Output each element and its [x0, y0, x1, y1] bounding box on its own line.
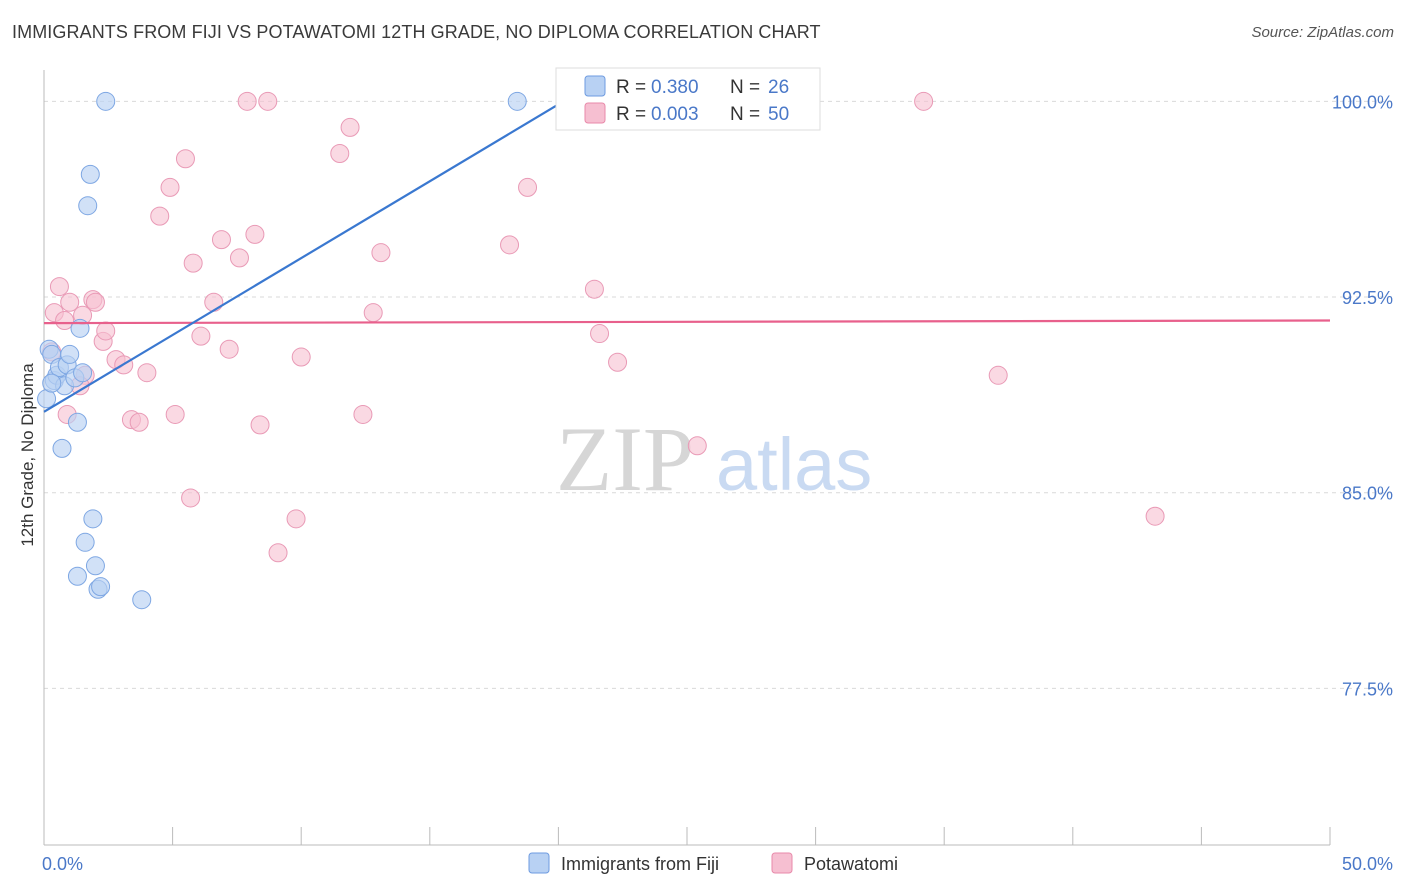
- fiji-legend-swatch: [584, 75, 606, 97]
- potawatomi-point: [1145, 506, 1165, 526]
- potawatomi-point: [258, 91, 278, 111]
- trend-lines: [43, 100, 1331, 413]
- potawatomi-n-value: 50: [768, 104, 789, 125]
- series-legend: Immigrants from Fiji Potawatomi: [528, 852, 898, 874]
- fiji-bottom-swatch: [528, 852, 550, 874]
- potawatomi-point: [165, 404, 185, 424]
- fiji-point: [75, 532, 95, 552]
- potawatomi-point: [286, 509, 306, 529]
- potawatomi-point: [219, 339, 239, 359]
- fiji-point: [96, 91, 116, 111]
- potawatomi-point: [590, 324, 610, 344]
- potawatomi-bottom-swatch: [771, 852, 793, 874]
- potawatomi-point: [518, 177, 538, 197]
- potawatomi-point: [371, 243, 391, 263]
- potawatomi-point: [353, 404, 373, 424]
- potawatomi-trend-line: [43, 319, 1331, 325]
- watermark: ZIP atlas: [556, 408, 872, 510]
- x-tick-label: 0.0%: [42, 854, 83, 874]
- potawatomi-r-label: R =: [616, 104, 646, 125]
- potawatomi-point: [204, 292, 224, 312]
- potawatomi-point: [96, 321, 116, 341]
- potawatomi-legend-swatch: [584, 102, 606, 124]
- potawatomi-point: [55, 311, 75, 331]
- potawatomi-r-value: 0.003: [651, 104, 699, 125]
- potawatomi-point: [340, 117, 360, 137]
- fiji-point: [67, 412, 87, 432]
- fiji-n-label: N =: [730, 77, 760, 98]
- potawatomi-legend-label: Potawatomi: [804, 854, 898, 874]
- axes: [43, 70, 1331, 846]
- y-tick-label: 100.0%: [1332, 92, 1393, 112]
- fiji-r-label: R =: [616, 77, 646, 98]
- potawatomi-n-label: N =: [730, 104, 760, 125]
- potawatomi-point: [181, 488, 201, 508]
- potawatomi-point: [237, 91, 257, 111]
- fiji-point: [52, 438, 72, 458]
- fiji-point: [73, 363, 93, 383]
- potawatomi-point: [584, 279, 604, 299]
- potawatomi-point: [363, 303, 383, 323]
- chart-title: IMMIGRANTS FROM FIJI VS POTAWATOMI 12TH …: [12, 22, 821, 42]
- fiji-point: [67, 566, 87, 586]
- stats-legend: R = 0.380 N = 26 R = 0.003 N = 50: [555, 67, 821, 131]
- potawatomi-point: [914, 91, 934, 111]
- potawatomi-point: [85, 292, 105, 312]
- watermark-atlas: atlas: [716, 423, 872, 506]
- y-tick-label: 85.0%: [1342, 484, 1393, 504]
- potawatomi-point: [268, 543, 288, 563]
- potawatomi-point: [191, 326, 211, 346]
- fiji-point: [78, 196, 98, 216]
- potawatomi-point: [49, 277, 69, 297]
- source-label: Source: ZipAtlas.com: [1251, 24, 1394, 41]
- potawatomi-point: [175, 149, 195, 169]
- watermark-zip: ZIP: [556, 408, 694, 510]
- potawatomi-point: [211, 230, 231, 250]
- potawatomi-point: [500, 235, 520, 255]
- fiji-point: [132, 590, 152, 610]
- potawatomi-point: [608, 352, 628, 372]
- potawatomi-point: [330, 144, 350, 164]
- potawatomi-point: [129, 412, 149, 432]
- potawatomi-point: [150, 206, 170, 226]
- fiji-trend-line: [43, 100, 565, 413]
- fiji-point: [60, 344, 80, 364]
- fiji-r-value: 0.380: [651, 77, 699, 98]
- fiji-point: [91, 577, 111, 597]
- potawatomi-point: [160, 177, 180, 197]
- potawatomi-point: [229, 248, 249, 268]
- potawatomi-point: [245, 224, 265, 244]
- potawatomi-point: [137, 363, 157, 383]
- fiji-point: [42, 373, 62, 393]
- fiji-points: [37, 91, 527, 610]
- potawatomi-point: [183, 253, 203, 273]
- potawatomi-point: [291, 347, 311, 367]
- fiji-point: [507, 91, 527, 111]
- potawatomi-point: [250, 415, 270, 435]
- fiji-legend-label: Immigrants from Fiji: [561, 854, 719, 874]
- fiji-point: [83, 509, 103, 529]
- y-tick-label: 77.5%: [1342, 679, 1393, 699]
- potawatomi-point: [60, 292, 80, 312]
- y-tick-label: 92.5%: [1342, 288, 1393, 308]
- tick-labels: 77.5% 85.0% 92.5% 100.0% 0.0% 50.0%: [42, 92, 1393, 874]
- potawatomi-point: [687, 436, 707, 456]
- potawatomi-point: [988, 365, 1008, 385]
- fiji-point: [80, 164, 100, 184]
- fiji-point: [85, 556, 105, 576]
- gridlines: [44, 100, 1392, 689]
- fiji-n-value: 26: [768, 77, 789, 98]
- x-tick-label: 50.0%: [1342, 854, 1393, 874]
